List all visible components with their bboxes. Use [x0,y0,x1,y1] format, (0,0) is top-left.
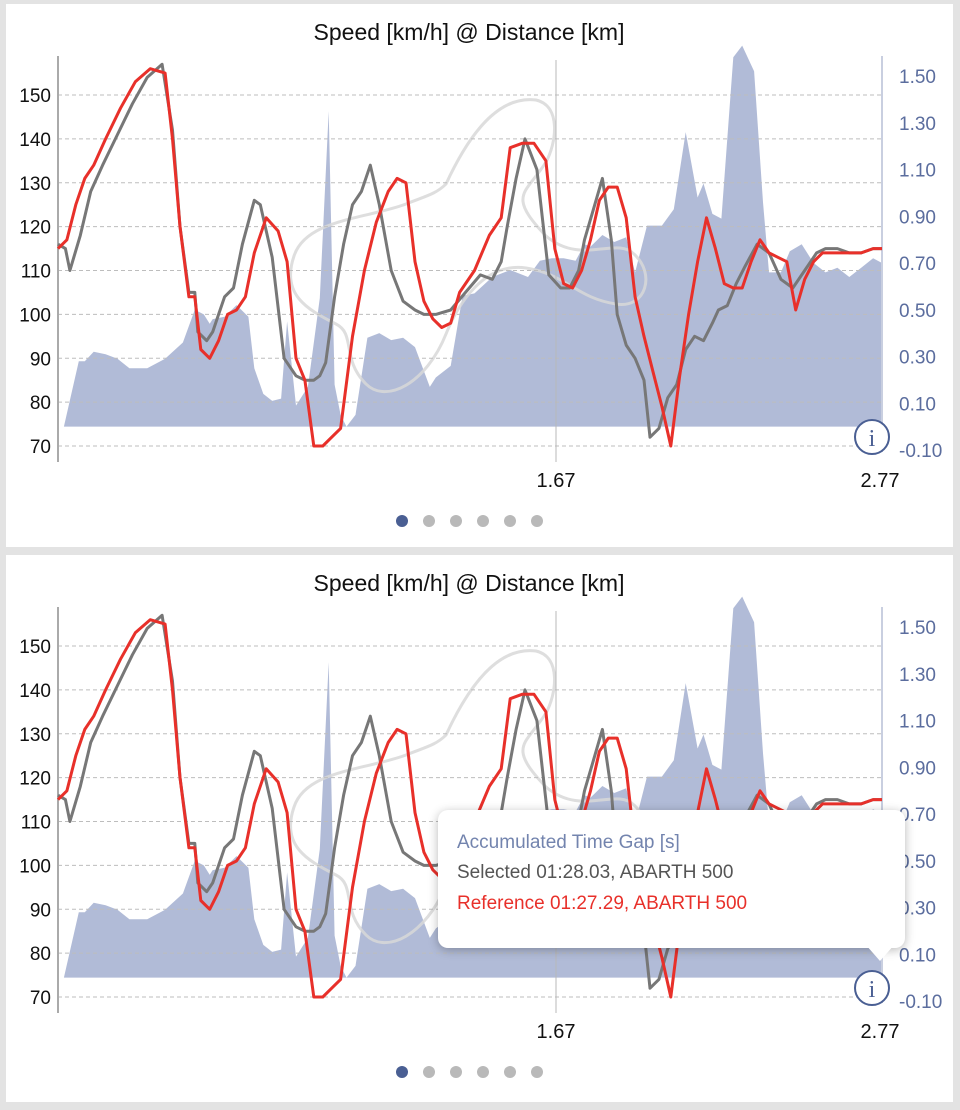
info-icon-circle [854,419,890,455]
page-dot[interactable] [450,515,462,527]
page-dot[interactable] [531,515,543,527]
page-dot[interactable] [477,515,489,527]
y-left-tick-label: 70 [30,988,51,1009]
y-right-tick-label: -0.10 [899,441,942,462]
y-right-tick-label: 0.30 [899,348,936,369]
y-right-tick-label: 0.90 [899,758,936,779]
y-right-tick-label: 0.50 [899,301,936,322]
info-icon-circle [854,970,890,1006]
y-left-tick-label: 80 [30,393,51,414]
y-right-tick-label: 1.30 [899,665,936,686]
x-tick-label: 2.77 [861,470,900,492]
page-dot[interactable] [450,1066,462,1078]
y-right-tick-label: 0.10 [899,394,936,415]
time-gap-area [58,45,882,427]
x-tick-label: 1.67 [537,470,576,492]
y-left-tick-label: 140 [19,681,51,702]
chart-title: Speed [km/h] @ Distance [km] [314,570,625,596]
page-dot[interactable] [396,515,408,527]
info-icon[interactable]: i [854,419,890,455]
y-right-tick-label: 1.50 [899,67,936,88]
page-dot[interactable] [423,515,435,527]
y-right-tick-label: 0.10 [899,945,936,966]
y-left-tick-label: 110 [21,813,51,834]
page-dot[interactable] [423,1066,435,1078]
y-left-tick-label: 80 [30,944,51,965]
y-left-tick-label: 150 [19,637,51,658]
y-left-tick-label: 70 [30,437,51,458]
page-dot[interactable] [504,1066,516,1078]
tooltip-reference-lap: Reference 01:27.29, ABARTH 500 [457,893,748,914]
chart-panel-bottom[interactable]: Speed [km/h] @ Distance [km] 150 140 130 120… [6,555,953,1102]
y-right-tick-label: 1.10 [899,712,936,733]
reference-speed-line [56,67,882,448]
y-right-tick-label: 0.70 [899,805,936,826]
y-right-tick-label: 1.10 [899,161,936,182]
y-right-tick-label: 1.50 [899,618,936,639]
tooltip-heading: Accumulated Time Gap [s] [457,832,680,853]
y-right-tick-label: 1.30 [899,114,936,135]
page-dot[interactable] [477,1066,489,1078]
info-icon-glyph: i [869,977,876,1003]
y-left-tick-label: 110 [21,262,51,283]
y-left-tick-label: 150 [19,86,51,107]
y-left-tick-label: 130 [19,174,51,195]
page-dot[interactable] [504,515,516,527]
y-left-tick-label: 120 [19,769,51,790]
y-left-tick-label: 100 [19,856,51,877]
y-left-tick-label: 130 [19,725,51,746]
y-right-tick-label: 0.30 [899,899,936,920]
y-left-tick-label: 90 [30,349,51,370]
y-left-tick-label: 140 [19,130,51,151]
page-dot[interactable] [531,1066,543,1078]
page-dot[interactable] [396,1066,408,1078]
y-right-tick-label: 0.90 [899,207,936,228]
y-left-tick-label: 120 [19,218,51,239]
info-icon[interactable]: i [854,970,890,1006]
x-tick-label: 2.77 [861,1021,900,1043]
y-right-tick-label: 0.70 [899,254,936,275]
speed-chart-svg: Speed [km/h] @ Distance [km] 150 140 130 120… [19,19,942,527]
x-tick-label: 1.67 [537,1021,576,1043]
chart-title: Speed [km/h] @ Distance [km] [314,19,625,45]
chart-panel-top[interactable]: Speed [km/h] @ Distance [km] 150 140 130 120… [6,4,953,547]
tooltip-pointer [866,945,894,961]
time-gap-tooltip: Accumulated Time Gap [s] Selected 01:28.… [438,810,905,961]
y-right-tick-label: -0.10 [899,992,942,1013]
y-right-tick-label: 0.50 [899,852,936,873]
tooltip-selected-lap: Selected 01:28.03, ABARTH 500 [457,862,734,883]
y-left-tick-label: 90 [30,900,51,921]
y-left-tick-label: 100 [19,305,51,326]
info-icon-glyph: i [869,426,876,452]
